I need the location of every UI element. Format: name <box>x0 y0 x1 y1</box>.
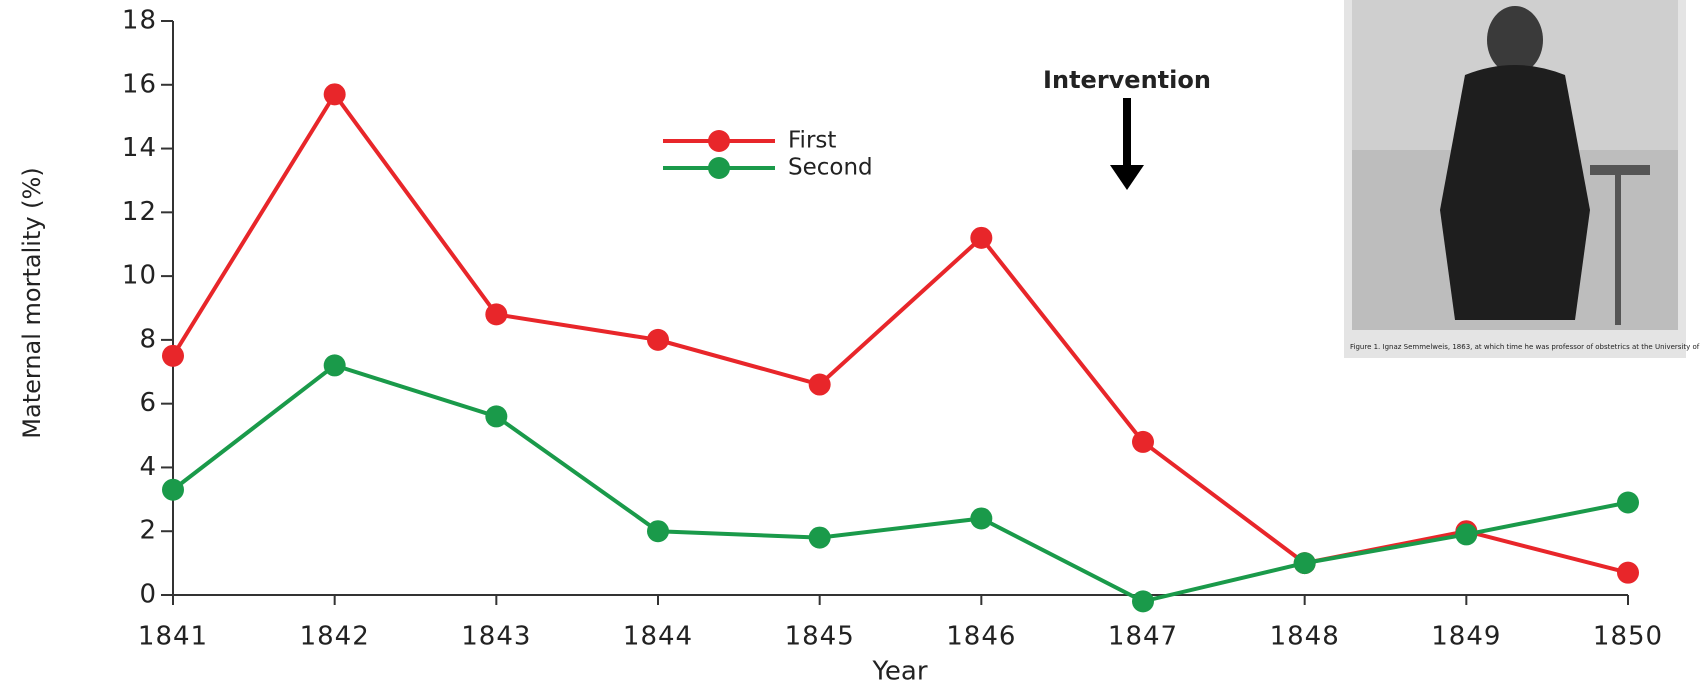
data-point <box>324 83 346 105</box>
x-axis-title: Year <box>871 657 927 685</box>
x-tick-label: 1845 <box>785 622 855 652</box>
annotation: Intervention <box>1043 66 1211 94</box>
page: {"chart_data": {"type": "line", "x": [18… <box>0 0 1700 685</box>
data-point <box>485 405 507 427</box>
data-point <box>1132 431 1154 453</box>
data-point <box>162 479 184 501</box>
image-caption: Figure 1. Ignaz Semmelweis, 1863, at whi… <box>1350 343 1700 351</box>
series-line <box>173 365 1628 601</box>
y-tick-label: 6 <box>139 388 157 418</box>
chart: Figure 1. Ignaz Semmelweis, 1863, at whi… <box>0 0 1700 685</box>
y-tick-label: 12 <box>122 197 157 227</box>
x-tick-label: 1848 <box>1270 622 1340 652</box>
x-tick-label: 1846 <box>946 622 1016 652</box>
y-tick-label: 4 <box>139 452 157 482</box>
y-tick-label: 2 <box>139 516 157 546</box>
data-point <box>647 329 669 351</box>
y-tick-label: 8 <box>139 324 157 354</box>
legend-marker <box>708 130 730 152</box>
legend-marker <box>708 157 730 179</box>
x-tick-label: 1842 <box>300 622 370 652</box>
y-tick-label: 0 <box>139 580 157 610</box>
y-tick-label: 10 <box>122 261 157 291</box>
data-point <box>485 303 507 325</box>
legend-label: First <box>788 128 836 154</box>
y-tick-label: 14 <box>122 133 157 163</box>
x-tick-label: 1849 <box>1431 622 1501 652</box>
data-point <box>647 520 669 542</box>
intervention-arrow <box>1110 98 1144 190</box>
legend-label: Second <box>788 155 873 181</box>
y-axis-title: Maternal mortality (%) <box>18 167 46 438</box>
x-tick-label: 1850 <box>1593 622 1663 652</box>
data-point <box>1617 492 1639 514</box>
data-point <box>970 507 992 529</box>
y-tick-label: 18 <box>122 6 157 36</box>
data-point <box>162 345 184 367</box>
data-point <box>1617 562 1639 584</box>
data-point <box>809 374 831 396</box>
y-tick-label: 16 <box>122 69 157 99</box>
data-point <box>1455 523 1477 545</box>
x-tick-label: 1841 <box>138 622 208 652</box>
x-tick-label: 1844 <box>623 622 693 652</box>
data-point <box>970 227 992 249</box>
x-tick-label: 1847 <box>1108 622 1178 652</box>
data-point <box>1294 552 1316 574</box>
x-tick-label: 1843 <box>461 622 531 652</box>
portrait-photo <box>1344 0 1686 358</box>
data-point <box>324 354 346 376</box>
data-point <box>809 527 831 549</box>
data-point <box>1132 590 1154 612</box>
